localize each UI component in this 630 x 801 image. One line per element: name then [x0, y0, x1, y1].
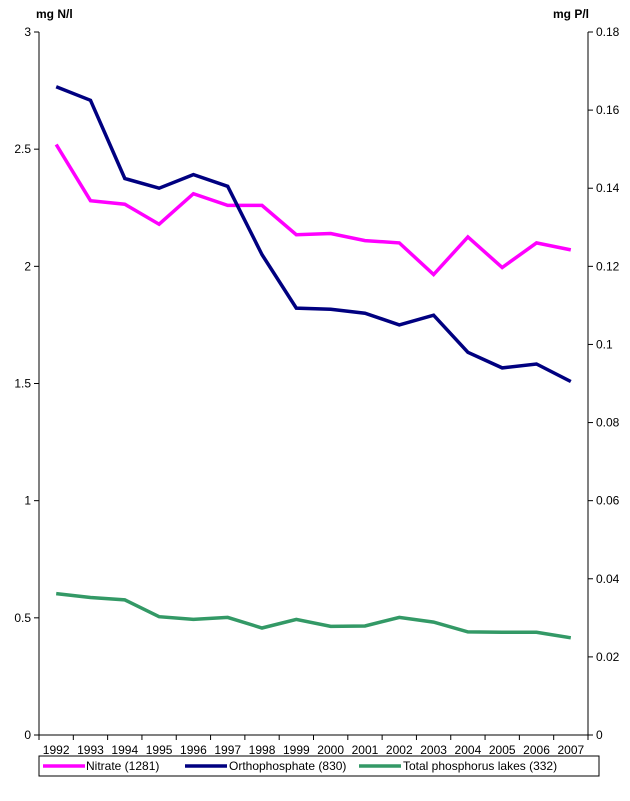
legend-box [38, 755, 600, 777]
left-y-axis: 0 0.5 1 1.5 2 2.5 3 [14, 25, 40, 742]
x-axis-tick-label: 1999 [283, 743, 310, 757]
series-line-total-phosphorus-lakes [56, 591, 572, 640]
left-axis-tick-label: 3 [24, 25, 31, 39]
right-axis-tick-label: 0.04 [596, 572, 620, 586]
left-axis-tick-label: 1 [24, 494, 31, 508]
x-axis-tick-label: 1996 [180, 743, 207, 757]
x-axis-tick-label: 1995 [146, 743, 173, 757]
x-axis-tick-label: 2002 [386, 743, 413, 757]
right-axis-tick-label: 0.06 [596, 494, 620, 508]
right-axis-tick-label: 0 [596, 728, 603, 742]
x-axis-tick-label: 1997 [214, 743, 241, 757]
right-axis-tick-label: 0.12 [596, 259, 620, 273]
x-axis-tick-label: 2004 [455, 743, 482, 757]
series-line-orthophosphate [55, 85, 572, 384]
legend-label-nitrate: Nitrate (1281) [86, 759, 159, 773]
left-axis-tick-label: 0.5 [14, 611, 31, 625]
x-axis: 1992 1993 1994 1995 1996 1997 1998 1999 2000 2001… [38, 734, 589, 757]
right-axis-unit-label: mg P/l [553, 7, 589, 21]
x-axis-tick-label: 1993 [77, 743, 104, 757]
x-axis-tick-label: 2007 [557, 743, 584, 757]
legend-label-total-phosphorus-lakes: Total phosphorus lakes (332) [403, 759, 557, 773]
x-axis-tick-label: 2000 [317, 743, 344, 757]
legend-label-orthophosphate: Orthophosphate (830) [229, 759, 346, 773]
x-axis-tick-label: 2005 [489, 743, 516, 757]
series-lines [54, 85, 572, 640]
left-axis-tick-label: 1.5 [14, 377, 31, 391]
left-axis-tick-label: 2.5 [14, 142, 31, 156]
series-line-nitrate [54, 143, 572, 277]
x-axis-tick-label: 2001 [352, 743, 379, 757]
left-axis-tick-label: 0 [24, 728, 31, 742]
left-axis-unit-label: mg N/l [36, 7, 73, 21]
right-axis-tick-label: 0.1 [596, 337, 613, 351]
legend: Nitrate (1281) Orthophosphate (830) Tota… [38, 755, 600, 777]
right-axis-tick-label: 0.16 [596, 103, 620, 117]
x-axis-tick-label: 2006 [523, 743, 550, 757]
right-axis-tick-label: 0.08 [596, 416, 620, 430]
right-y-axis: 0 0.02 0.04 0.06 0.08 0.1 0.12 0.14 0.16 0.18 [587, 25, 620, 742]
x-axis-tick-label: 1994 [111, 743, 138, 757]
x-axis-tick-label: 2003 [420, 743, 447, 757]
right-axis-tick-label: 0.02 [596, 650, 620, 664]
left-axis-tick-label: 2 [24, 259, 31, 273]
right-axis-tick-label: 0.18 [596, 25, 620, 39]
x-axis-tick-label: 1992 [43, 743, 70, 757]
right-axis-tick-label: 0.14 [596, 181, 620, 195]
x-axis-tick-label: 1998 [249, 743, 276, 757]
